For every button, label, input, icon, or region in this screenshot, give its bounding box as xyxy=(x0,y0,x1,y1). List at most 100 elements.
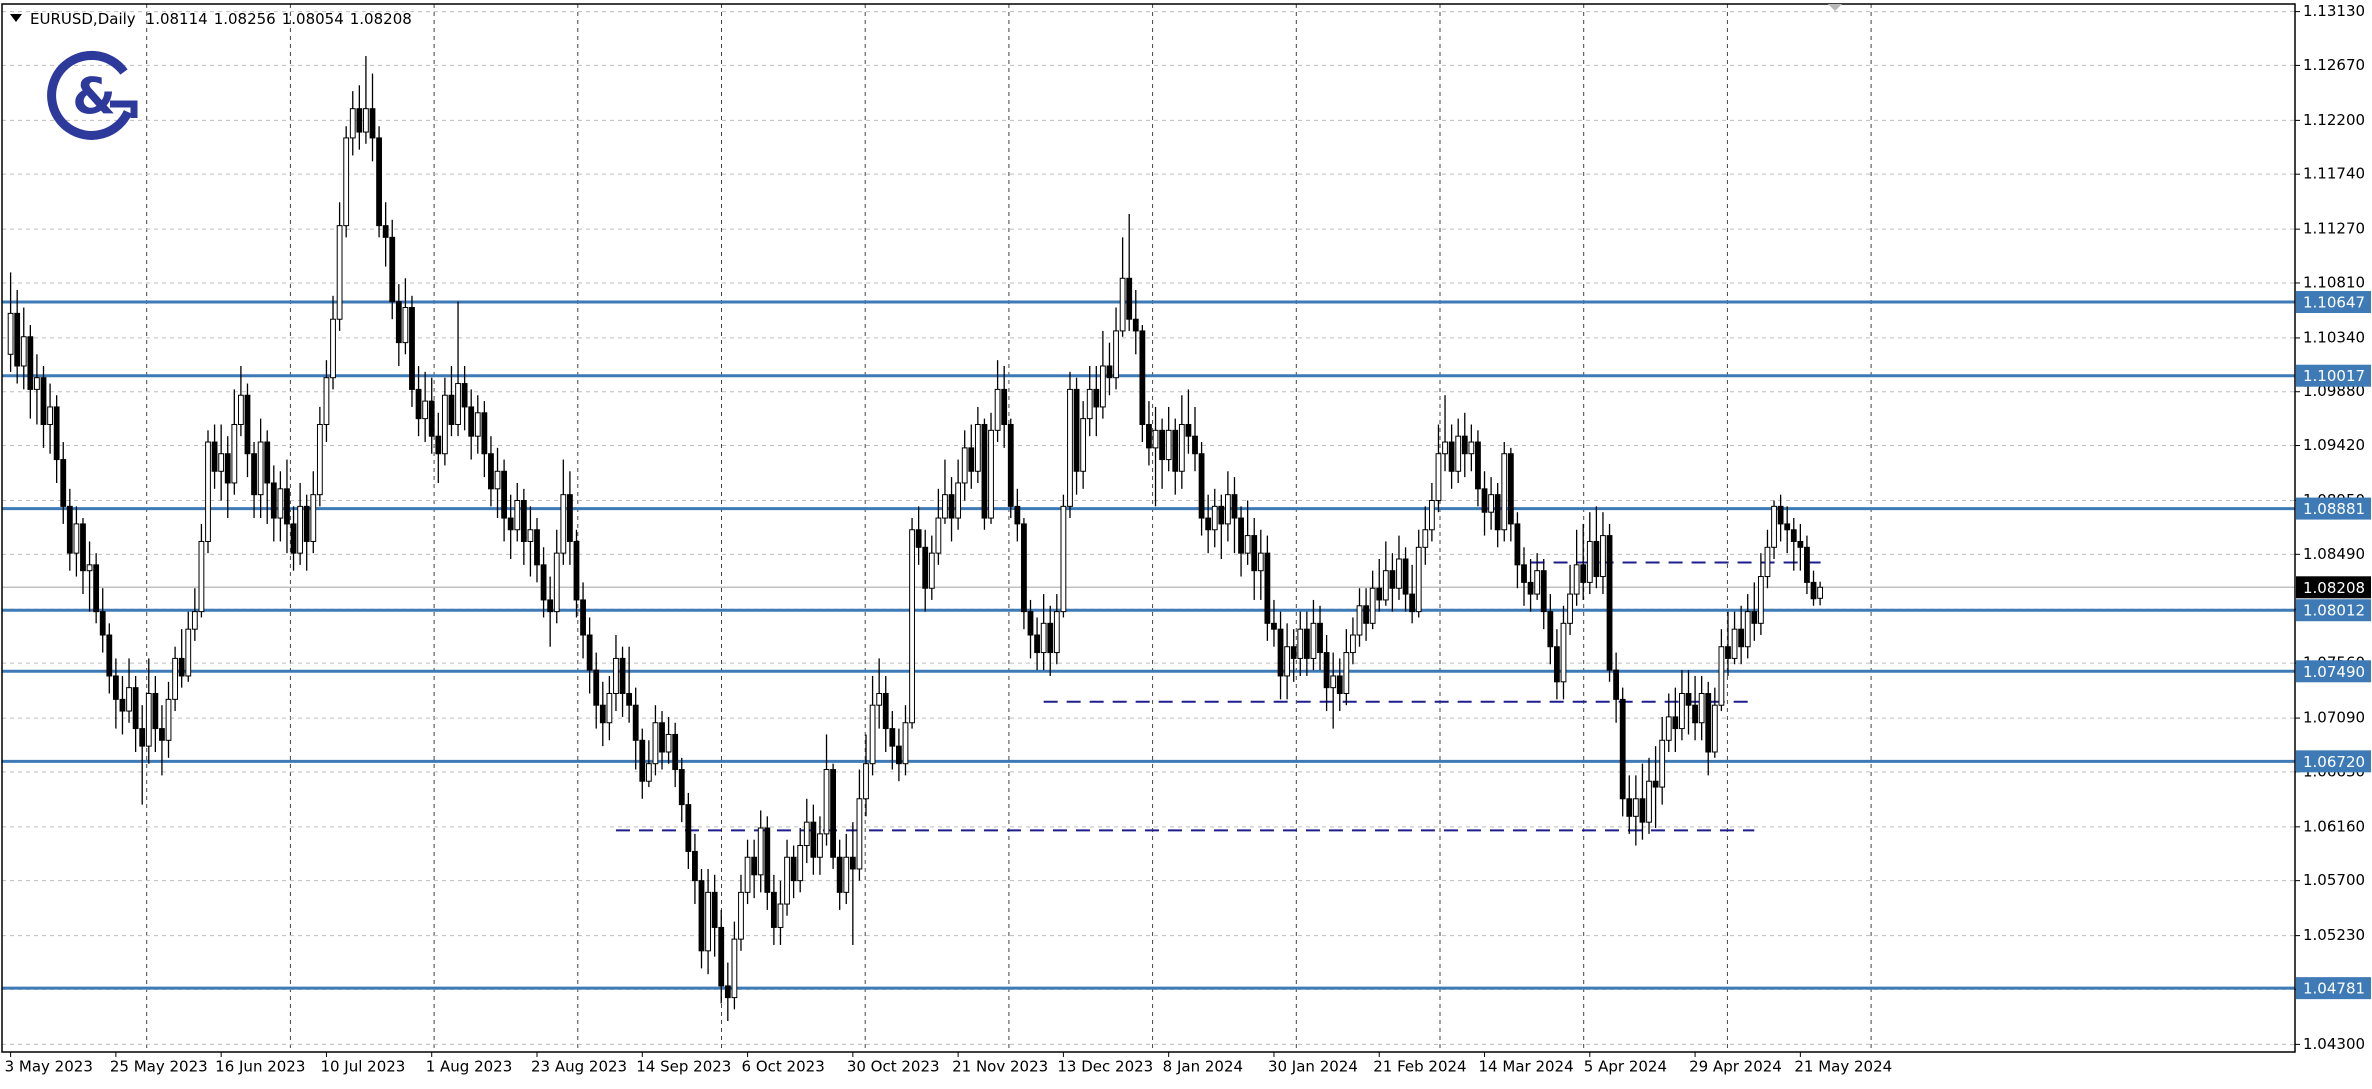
candle-body-down xyxy=(1685,693,1692,706)
candle-body-up xyxy=(1080,418,1087,472)
candle-body-down xyxy=(810,821,817,858)
x-tick-label: 5 Apr 2024 xyxy=(1584,1058,1667,1076)
candle-body-up xyxy=(1113,330,1119,379)
candle-body-down xyxy=(382,225,389,238)
candle-body-down xyxy=(1639,798,1646,823)
candle-body-up xyxy=(665,733,672,753)
x-tick-label: 14 Sep 2023 xyxy=(636,1058,731,1076)
candle-body-up xyxy=(86,564,93,572)
candle-body-up xyxy=(277,488,284,519)
current-price-box xyxy=(2296,576,2371,599)
candle-body-up xyxy=(1211,505,1218,531)
x-tick-label: 21 May 2024 xyxy=(1794,1058,1892,1076)
candle-body-down xyxy=(178,657,185,677)
candle-body-up xyxy=(474,412,481,437)
candle-body-down xyxy=(981,423,988,519)
candle-body-up xyxy=(231,423,238,484)
candle-body-down xyxy=(1034,634,1040,654)
candle-body-down xyxy=(409,307,415,390)
candle-body-down xyxy=(211,441,218,472)
candle-body-up xyxy=(336,225,343,320)
candle-body-down xyxy=(1481,488,1488,513)
candle-body-up xyxy=(1731,628,1738,659)
candle-body-up xyxy=(1455,435,1462,472)
candle-body-down xyxy=(770,891,777,928)
candle-body-down xyxy=(1363,605,1369,624)
x-tick-label: 3 May 2023 xyxy=(5,1058,93,1076)
candle-body-down xyxy=(1547,611,1554,648)
candle-body-up xyxy=(145,693,152,747)
candle-body-up xyxy=(191,611,198,630)
candle-body-down xyxy=(1093,388,1100,408)
candle-body-down xyxy=(849,856,856,870)
candle-body-down xyxy=(1290,646,1297,659)
candle-body-up xyxy=(1468,441,1475,455)
candle-body-up xyxy=(1679,693,1685,730)
candle-body-up xyxy=(863,763,869,800)
candle-body-up xyxy=(1442,441,1448,455)
candle-body-up xyxy=(1330,675,1337,689)
candle-body-up xyxy=(606,693,613,724)
candle-body-up xyxy=(1099,365,1106,408)
candle-body-up xyxy=(238,394,244,425)
candle-body-down xyxy=(1540,570,1547,613)
candle-body-down xyxy=(1336,675,1343,695)
y-tick-label: 1.12670 xyxy=(2303,56,2365,74)
candle-body-up xyxy=(1435,453,1442,502)
candle-body-up xyxy=(652,722,659,765)
candle-body-down xyxy=(573,540,580,601)
candle-body-down xyxy=(27,336,34,390)
candle-body-down xyxy=(1692,704,1698,724)
candle-body-up xyxy=(1428,500,1435,531)
candle-body-down xyxy=(1705,693,1712,753)
candle-body-up xyxy=(1369,587,1376,624)
candle-body-down xyxy=(632,704,639,741)
candle-body-down xyxy=(1725,646,1731,659)
level-label: 1.06720 xyxy=(2303,753,2365,771)
open-value: 1.08114 xyxy=(146,10,208,28)
candle-body-up xyxy=(527,529,534,542)
x-tick-label: 8 Jan 2024 xyxy=(1163,1058,1243,1076)
candle-body-up xyxy=(402,307,409,344)
candle-body-down xyxy=(415,388,422,420)
y-tick-label: 1.11740 xyxy=(2303,165,2365,183)
candle-body-up xyxy=(441,394,448,455)
candle-body-up xyxy=(1646,780,1652,823)
candle-body-up xyxy=(1053,611,1060,654)
candle-body-down xyxy=(567,494,573,542)
close-value: 1.08208 xyxy=(350,10,412,28)
y-tick-label: 1.10810 xyxy=(2303,273,2365,291)
candle-body-up xyxy=(316,423,323,496)
candle-body-up xyxy=(1534,570,1541,595)
candle-body-down xyxy=(481,412,488,455)
candle-body-down xyxy=(1159,429,1165,461)
candle-body-down xyxy=(619,657,626,695)
candle-body-down xyxy=(389,236,396,303)
candle-body-up xyxy=(1573,564,1580,595)
candle-body-up xyxy=(1350,634,1356,654)
x-tick-label: 10 Jul 2023 xyxy=(320,1058,405,1076)
x-tick-label: 1 Aug 2023 xyxy=(426,1058,513,1076)
levels xyxy=(2,300,2295,990)
x-tick-label: 16 Jun 2023 xyxy=(215,1058,305,1076)
candle-body-up xyxy=(1744,611,1751,648)
candle-body-up xyxy=(1757,576,1764,624)
candle-body-down xyxy=(1172,429,1179,472)
logo-g-bar xyxy=(110,100,138,118)
candle-body-up xyxy=(1165,429,1172,461)
candle-body-down xyxy=(264,441,271,484)
logo-ring xyxy=(47,50,133,140)
candle-body-up xyxy=(1560,622,1567,683)
candle-body-down xyxy=(1238,517,1244,554)
candle-body-down xyxy=(1613,669,1620,700)
candle-body-up xyxy=(757,827,764,876)
candle-body-up xyxy=(803,821,810,847)
candle-body-up xyxy=(988,429,994,519)
candle-body-down xyxy=(435,435,442,455)
candle-body-down xyxy=(356,108,363,133)
candle-body-down xyxy=(1271,622,1277,630)
candle-body-down xyxy=(718,926,725,987)
candle-body-down xyxy=(1146,423,1152,449)
menu-arrow[interactable] xyxy=(10,14,22,22)
candle-body-down xyxy=(1317,622,1323,654)
